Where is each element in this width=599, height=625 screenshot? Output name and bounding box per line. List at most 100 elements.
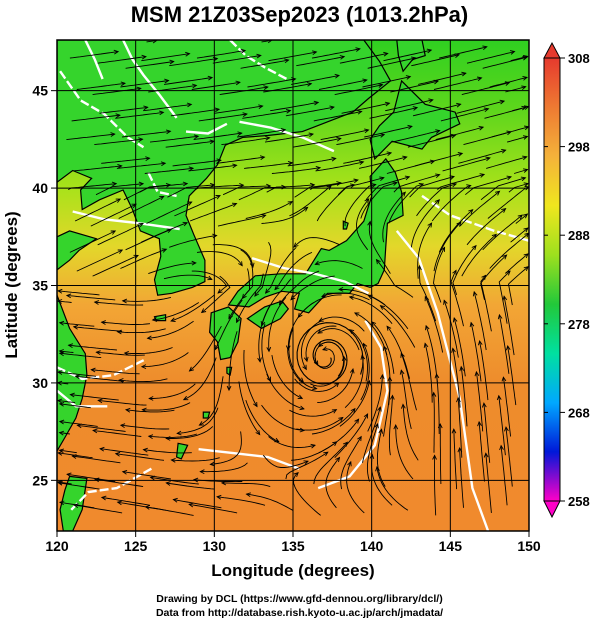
streamline-arrowhead [379,133,386,138]
streamline [393,174,440,193]
streamline [410,199,440,248]
streamline-arrowhead [468,209,474,215]
streamline [433,77,482,90]
streamline [443,300,459,358]
streamline [189,325,222,372]
streamline-arrowhead [331,409,338,414]
streamline [435,126,484,141]
streamline [261,404,305,431]
streamline-arrowhead [350,407,356,414]
streamline-arrowhead [315,165,322,171]
streamline-arrowhead [258,104,264,109]
streamline-arrowhead [113,49,120,55]
streamline-arrowhead [379,176,385,182]
streamline-arrowhead [299,405,305,411]
streamline [360,182,398,219]
streamline-arrowhead [499,99,506,105]
streamline-arrowhead [159,110,165,116]
streamline [94,301,144,306]
streamline-arrowhead [216,158,222,164]
streamline-arrowhead [329,105,335,111]
streamline [433,247,445,303]
streamline-arrowhead [110,132,116,137]
streamline [439,46,487,59]
streamline-arrowhead [245,492,251,497]
streamline [313,111,362,122]
x-tick-label: 145 [439,538,463,554]
streamline [395,425,414,480]
streamline-arrowhead [285,345,291,351]
streamline-arrowhead [71,454,77,459]
streamline [461,234,497,277]
streamline-arrowhead [265,136,271,141]
streamline-arrowhead [118,378,124,383]
streamline [310,179,359,190]
streamline-arrowhead [335,456,341,463]
streamline [339,52,388,64]
streamline-arrowhead [451,428,457,434]
streamline [376,259,414,298]
streamline-arrowhead [115,113,121,118]
streamline [478,421,485,482]
streamline [296,56,345,67]
streamline [473,291,487,351]
contour-line [198,448,300,470]
streamline [74,504,123,514]
streamline-arrowhead [217,288,223,294]
streamline [318,316,365,332]
streamline-arrowhead [309,182,316,188]
streamline [321,292,370,301]
streamline-arrowhead [506,175,512,181]
streamline-arrowhead [390,394,395,400]
streamline [189,503,238,514]
streamline-arrowhead [172,497,178,503]
x-axis-ticks: 120 125 130 135 140 145 150 [45,531,541,554]
x-tick-label: 120 [45,538,69,554]
streamline-arrowhead [386,325,392,331]
streamline-arrowhead [74,374,80,380]
streamline [366,423,379,482]
streamline-arrowhead [400,403,406,409]
colorbar-top-arrow [543,41,561,59]
streamline-arrowhead [231,202,238,208]
streamline-arrowhead [452,317,458,323]
streamline-arrowhead [523,168,529,173]
streamline [144,167,194,174]
streamline [376,429,386,487]
streamline [412,103,461,117]
streamline-arrowhead [293,471,299,478]
streamline [292,138,341,148]
streamline-arrowhead [427,222,433,228]
streamline [174,195,221,217]
streamline [169,235,217,248]
streamline-arrowhead [264,288,270,294]
streamline [165,140,214,148]
streamline [418,265,437,322]
streamline [507,345,517,406]
streamline-arrowhead [383,51,389,57]
streamline-arrowhead [302,364,307,371]
colorbar-tick-label: 288 [568,228,590,243]
y-tick-label: 35 [32,278,48,294]
y-axis-title: Latitude (degrees) [2,211,21,358]
streamline [101,157,150,164]
streamline-arrowhead [298,377,305,383]
streamline-arrowhead [110,230,117,235]
streamline [505,427,513,487]
streamline-arrowhead [348,295,355,300]
streamline-arrowhead [138,137,144,142]
land-sado [342,220,349,230]
streamline [325,457,340,509]
streamline [193,132,242,141]
streamline-arrowhead [378,83,384,88]
streamline [502,377,512,437]
streamline [343,152,392,164]
streamline [437,173,485,190]
streamline-arrowhead [405,75,412,80]
streamline [356,198,370,251]
streamline [214,299,243,350]
streamline-arrowhead [336,136,342,142]
streamline [320,129,369,141]
streamline [59,352,102,359]
streamline [95,183,144,196]
